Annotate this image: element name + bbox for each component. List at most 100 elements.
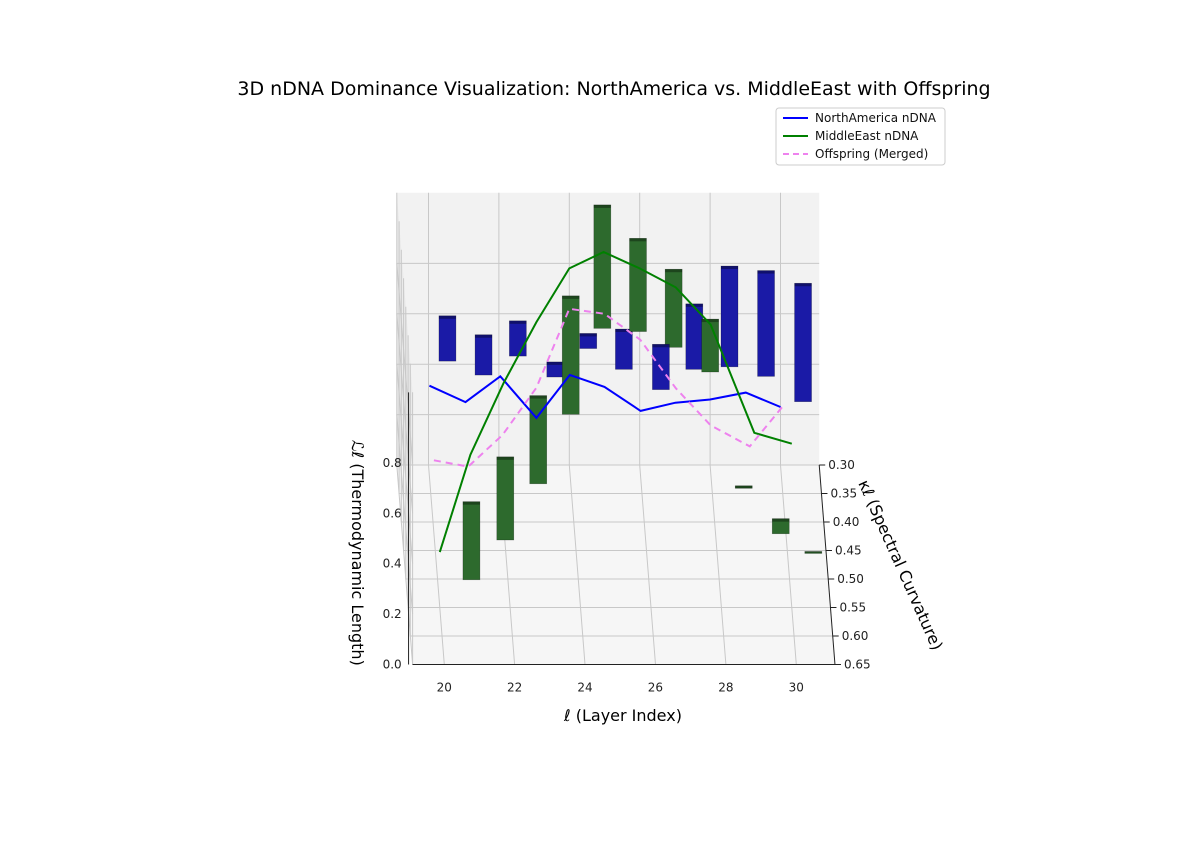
bar-face (462, 501, 481, 581)
bar-top (757, 270, 775, 274)
z-tick-label: 0.0 (383, 658, 402, 672)
y-tick-label: 0.60 (842, 629, 869, 643)
legend-label-offspring: Offspring (Merged) (815, 147, 928, 161)
series-line-offspring (433, 307, 786, 468)
bar (509, 320, 527, 357)
bar (462, 501, 481, 581)
bar-face (757, 270, 775, 377)
legend-label-northamerica: NorthAmerica nDNA (815, 111, 937, 125)
bar (757, 270, 775, 377)
axes: 20 22 24 26 28 300.300.350.400.450.500.550.60… (383, 392, 871, 695)
bar (615, 328, 633, 370)
bar-face (720, 265, 739, 368)
grid-line-z (396, 414, 820, 615)
legend-box (775, 107, 946, 166)
bar (804, 551, 823, 554)
bar-top (579, 333, 597, 337)
series-line-northamerica (428, 373, 781, 420)
x-tick-label: 22 (507, 681, 522, 695)
bar (474, 334, 493, 376)
bar (546, 361, 565, 378)
bar-face (734, 485, 753, 489)
bar-top (509, 320, 527, 324)
bar-top (804, 551, 822, 553)
x-tick-label: 20 (437, 681, 452, 695)
bar (771, 518, 790, 535)
x-axis-label: ℓ (Layer Index) (563, 706, 682, 725)
bar-face (474, 334, 493, 376)
bar (701, 318, 719, 373)
legend: NorthAmerica nDNA MiddleEast nDNA Offspr… (775, 107, 946, 166)
bar-top (438, 315, 456, 319)
x-tick-label: 30 (789, 681, 804, 695)
chart-title: 3D nDNA Dominance Visualization: NorthAm… (237, 78, 990, 100)
bar-face (804, 551, 823, 554)
bar-top (496, 456, 514, 460)
x-tick-label: 24 (577, 681, 592, 695)
series-line-middleeast (438, 250, 793, 553)
y-tick-label: 0.30 (828, 458, 855, 472)
floor-pane (396, 465, 835, 665)
bar-top (562, 295, 580, 299)
bar-top (685, 303, 703, 307)
bar-face (529, 395, 548, 485)
series-lines (428, 250, 793, 553)
y-tick-label: 0.40 (833, 515, 860, 529)
bar-face (593, 204, 612, 329)
y-tick-label: 0.35 (830, 487, 857, 501)
bar-face (561, 295, 580, 415)
bar (438, 315, 457, 362)
bar (629, 238, 647, 332)
bar-top (593, 204, 611, 208)
z-axis-label: ℒℓ (Thermodynamic Length) (348, 440, 367, 666)
z-tick-label: 0.6 (383, 506, 402, 520)
bar-face (615, 328, 633, 370)
bar-top (529, 395, 547, 399)
bar-face (794, 282, 812, 403)
grid-line-z (396, 464, 820, 665)
grid-line-z (396, 262, 820, 463)
bar-top (615, 329, 633, 333)
bar (561, 295, 580, 415)
x-tick-label: 26 (648, 681, 663, 695)
bar-top (772, 518, 790, 522)
bar-top (475, 334, 493, 338)
legend-label-middleeast: MiddleEast nDNA (815, 129, 919, 143)
bar-face (438, 315, 457, 362)
bar-face (664, 268, 683, 348)
y-axis-line (818, 464, 836, 665)
bar-face (629, 238, 647, 332)
bar-top (652, 344, 670, 348)
bar-top (462, 501, 480, 505)
bar-top (721, 266, 738, 270)
z-tick-label: 0.4 (383, 557, 402, 571)
bar (496, 456, 515, 541)
x-tick-label: 28 (718, 681, 733, 695)
bar-top (546, 361, 564, 365)
y-tick-label: 0.45 (835, 544, 862, 558)
bar-face (496, 456, 515, 541)
y-tick-label: 0.65 (844, 658, 871, 672)
bar-top (665, 269, 683, 273)
y-tick-label: 0.55 (839, 601, 866, 615)
z-tick-label: 0.8 (383, 456, 402, 470)
bar (794, 282, 812, 403)
y-axis-label: κℓ (Spectral Curvature) (854, 477, 946, 653)
y-tick-label: 0.50 (837, 572, 864, 586)
bar-face (701, 318, 719, 373)
bar-face (771, 518, 790, 535)
bar-face (509, 320, 527, 357)
bar (579, 333, 598, 349)
bar (593, 204, 612, 329)
bar-top (735, 485, 753, 489)
bar-top (629, 238, 647, 242)
bar-face (579, 333, 598, 349)
back-pane (396, 192, 820, 466)
bar (529, 395, 548, 485)
z-tick-label: 0.2 (383, 607, 402, 621)
grid-line-z (396, 363, 820, 564)
bar (720, 265, 739, 368)
bar-top (701, 319, 719, 323)
bar (664, 268, 683, 348)
